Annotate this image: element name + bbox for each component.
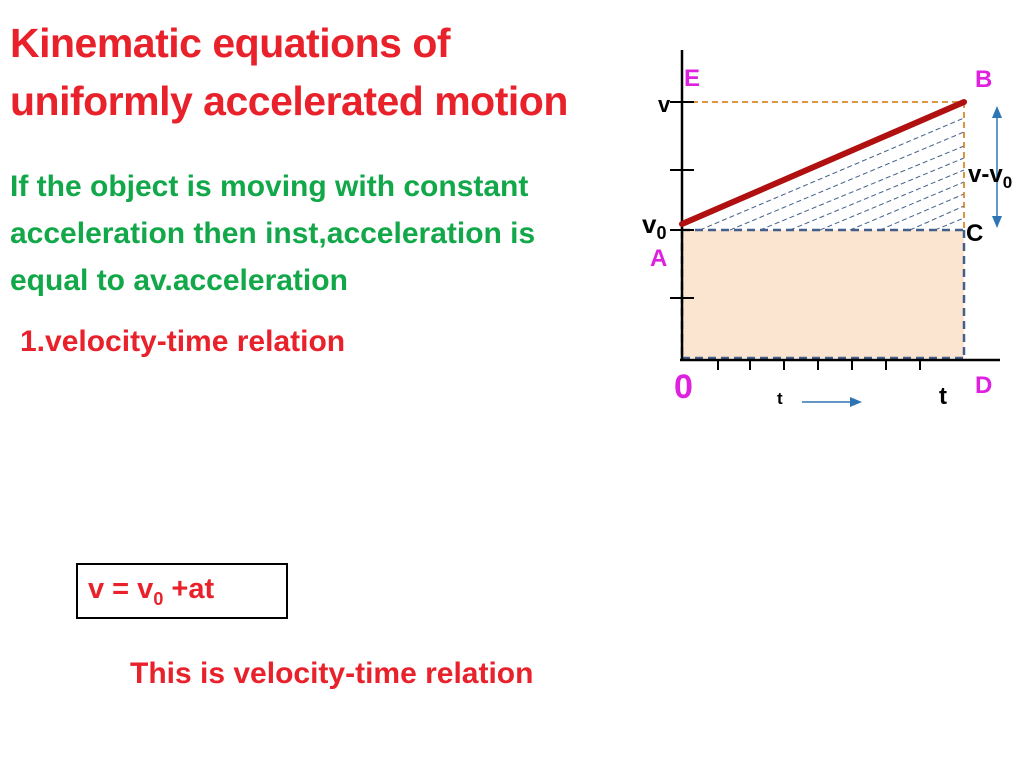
x-axis-ticks	[717, 360, 921, 370]
hatch-line	[879, 193, 965, 231]
slide-title: Kinematic equations of uniformly acceler…	[10, 14, 650, 130]
label-t-small: t	[777, 389, 783, 408]
point-A-label: A	[650, 245, 667, 272]
point-C-label: C	[966, 220, 983, 247]
time-arrow	[802, 397, 862, 407]
hatch-line	[789, 157, 965, 231]
label-v: v	[658, 92, 671, 117]
hatch-line	[819, 169, 965, 231]
hatch-line	[909, 205, 965, 231]
difference-arrow	[992, 106, 1002, 228]
orange-dashed-lines	[682, 101, 965, 230]
triangle-hatching	[699, 117, 965, 231]
formula-rhs: +at	[163, 573, 215, 605]
formula-lhs: v = v	[88, 573, 154, 605]
arrow-head-right-icon	[850, 397, 862, 407]
title-line-1: Kinematic equations of	[10, 20, 451, 66]
arrow-head-down-icon	[992, 216, 1002, 228]
formula-box: v = v0 +at	[76, 563, 288, 619]
hatch-line	[849, 181, 965, 231]
point-E-label: E	[684, 65, 700, 92]
intro-line-2: acceleration then inst,acceleration is	[10, 217, 536, 250]
arrow-head-up-icon	[992, 106, 1002, 118]
label-v0: v0	[642, 209, 666, 243]
point-D-label: D	[975, 372, 992, 399]
formula-subscript: 0	[153, 589, 164, 609]
hatch-line	[759, 145, 965, 231]
y-axis-ticks	[670, 101, 694, 299]
title-line-2: uniformly accelerated motion	[10, 78, 568, 124]
origin-label: 0	[674, 368, 693, 406]
intro-text: If the object is moving with constant ac…	[10, 163, 630, 304]
label-t-end: t	[939, 383, 947, 410]
intro-line-3: equal to av.acceleration	[10, 264, 348, 297]
section-heading: 1.velocity-time relation	[20, 325, 346, 358]
point-B-label: B	[975, 66, 992, 93]
rectangle-area-ACDO	[682, 230, 964, 358]
conclusion-text: This is velocity-time relation	[130, 657, 534, 690]
velocity-line-AB	[679, 99, 967, 227]
intro-line-1: If the object is moving with constant	[10, 170, 529, 203]
hatch-line	[729, 131, 965, 231]
label-v-minus-v0: v-v0	[968, 161, 1012, 192]
hatch-line	[934, 217, 965, 231]
